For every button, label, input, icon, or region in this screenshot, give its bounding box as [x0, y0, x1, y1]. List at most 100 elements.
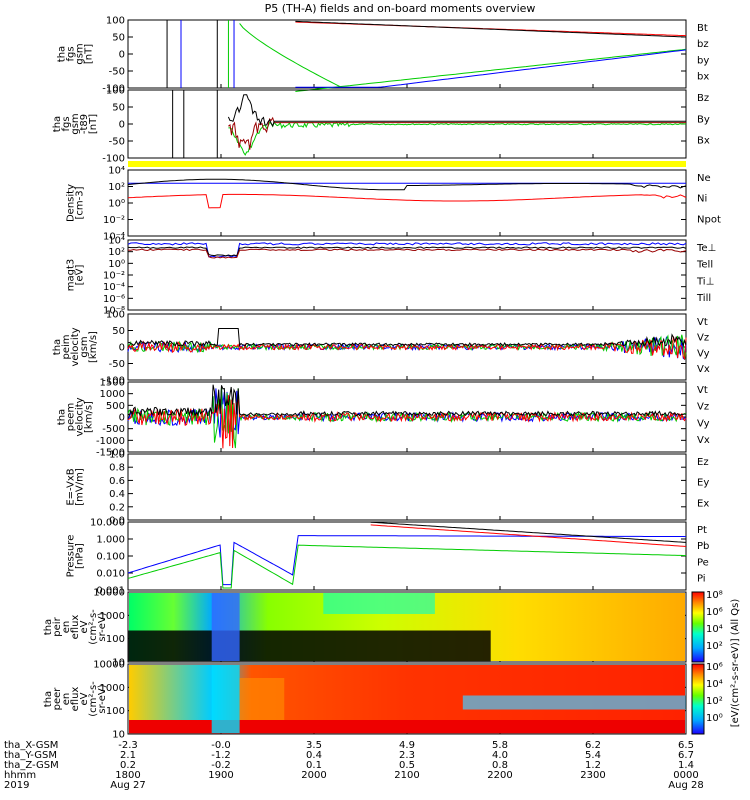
y-axis-label-line: fgs — [61, 116, 72, 131]
x-tick-label: 6.5 — [678, 740, 694, 751]
y-axis-label-line: Pressure — [66, 535, 77, 578]
x-tick-label: 2100 — [394, 770, 419, 781]
y-axis-label-line: eflux — [70, 615, 81, 640]
y-axis-label-line: sr-eV) — [97, 612, 108, 641]
panels-group: 100500-50-100thafgsgsm[nT]Btbzbybx100500… — [43, 16, 721, 741]
spectrogram-band — [462, 695, 686, 710]
y-axis-label-line: -t89 — [79, 114, 90, 134]
series-vz — [127, 395, 687, 449]
spectrogram-band — [239, 678, 285, 720]
y-axis-label-line: peim — [61, 334, 72, 359]
y-tick-label: 0.4 — [109, 489, 125, 500]
x-axis-row-label: 2019 — [4, 780, 29, 791]
y-axis-label-line: velocity — [75, 397, 86, 436]
panel-peer: 10000 1000 100 10 thapeerenefluxeV(cm²-s-sr-… — [43, 660, 687, 741]
legend-entry-ex: Ex — [697, 498, 709, 509]
y-axis-label-line: gsm — [79, 336, 90, 357]
legend-entry-ey: Ey — [697, 478, 709, 489]
colorbar-tick: 10² — [706, 696, 723, 707]
y-tick-label: -50 — [109, 359, 125, 370]
y-axis-label-line: gsm — [70, 113, 81, 134]
y-tick-label: 10 — [112, 730, 125, 741]
x-tick-label: 6.2 — [585, 740, 601, 751]
y-axis-label-line: [km/s] — [88, 331, 99, 363]
legend-entry-vy: Vy — [697, 418, 710, 429]
y-axis-label-line: gsm — [75, 43, 86, 64]
x-tick-label: 6.7 — [678, 750, 694, 761]
colorbar-tick: 10⁰ — [706, 713, 723, 724]
x-tick-label: 0000 — [673, 770, 698, 781]
y-tick-label: 1.0 — [109, 450, 125, 461]
legend-entry-vz: Vz — [697, 333, 709, 344]
spectrogram-dark-band — [128, 630, 491, 662]
y-tick-label: 0.0 — [109, 516, 125, 527]
legend-entry-ne: Ne — [697, 173, 711, 184]
y-axis-label-line: [nT] — [88, 114, 99, 134]
y-tick-label: 10⁻² — [103, 215, 125, 226]
y-axis-label: magt3[eV] — [66, 259, 86, 292]
y-axis-label: Pressure[nPa] — [66, 535, 86, 578]
y-tick-label: 1000 — [100, 683, 125, 694]
legend-entry-by: By — [697, 114, 710, 125]
legend-entry-vy: Vy — [697, 348, 710, 359]
x-tick-label: 0.2 — [120, 760, 136, 771]
y-axis-label-line: eflux — [70, 687, 81, 712]
y-tick-label: 1000 — [100, 389, 125, 400]
y-axis-label-line: peem — [66, 403, 77, 431]
y-tick-label: -100 — [102, 376, 125, 387]
y-tick-label: 10⁻⁸ — [103, 306, 125, 317]
series-bz — [228, 116, 686, 150]
y-axis-label-line: tha — [43, 691, 54, 707]
series-bt — [295, 20, 687, 38]
panel-density: 10⁴ 10² 10⁰ 10⁻² 10⁻⁴ Density[cm-3] Ne Ni Npot — [66, 166, 721, 243]
colorbar-tick: 10⁶ — [706, 662, 723, 673]
x-tick-label: 2000 — [301, 770, 326, 781]
x-tick-label: -2.3 — [118, 740, 138, 751]
x-tick-label: 0.5 — [399, 760, 415, 771]
y-tick-label: 50 — [112, 326, 125, 337]
x-tick-label: 0.4 — [306, 750, 322, 761]
y-tick-label: 10.000 — [90, 518, 125, 529]
legend-entry-vz: Vz — [697, 402, 709, 413]
legend-entry-ti⊥: Ti⊥ — [696, 276, 714, 287]
y-axis-label-line: (cm²-s- — [88, 681, 99, 717]
x-axis-row-label: hhmm — [4, 770, 36, 781]
series-tell — [127, 246, 687, 257]
y-axis-label-line: velocity — [70, 327, 81, 366]
x-tick-label: -1.2 — [211, 750, 231, 761]
y-axis-label-line: [km/s] — [84, 401, 95, 433]
y-tick-label: 0 — [119, 50, 125, 61]
legend-entry-bt: Bt — [697, 23, 708, 34]
legend-entry-by: by — [697, 55, 709, 66]
panel-frame — [127, 663, 687, 735]
y-tick-label: 0.8 — [109, 463, 125, 474]
y-tick-label: 50 — [112, 103, 125, 114]
series-pi — [127, 535, 687, 586]
panel-peim: 100500-50-100thapeimvelocitygsm[km/s]VtV… — [52, 310, 710, 387]
y-axis-label-line: E=-VxB — [66, 468, 77, 505]
series-till — [127, 242, 687, 258]
x-axis-row-label: tha_Y-GSM — [4, 750, 57, 761]
colorbar-label: [eV/(cm²-s-sr-eV)] (All Qs) — [730, 599, 741, 728]
series-pb — [370, 524, 687, 547]
legend-entry-vt: Vt — [697, 385, 708, 396]
x-tick-label: 1800 — [115, 770, 140, 781]
y-axis-label-line: Density — [66, 184, 77, 222]
y-axis-label: Density[cm-3] — [66, 184, 86, 222]
y-tick-label: 100 — [106, 86, 125, 97]
x-tick-label: 5.8 — [492, 740, 508, 751]
y-tick-label: 10⁻⁶ — [103, 294, 125, 305]
legend-entry-pb: Pb — [697, 541, 709, 552]
spectrogram-gap — [211, 593, 240, 661]
y-axis-label: E=-VxB[mV/m] — [66, 468, 86, 506]
colorbar-tick: 10⁸ — [706, 590, 723, 601]
series-by — [239, 23, 341, 88]
legend-entry-pe: Pe — [697, 557, 709, 568]
y-tick-label: -100 — [102, 154, 125, 165]
legend-entry-bx: Bx — [697, 136, 710, 147]
